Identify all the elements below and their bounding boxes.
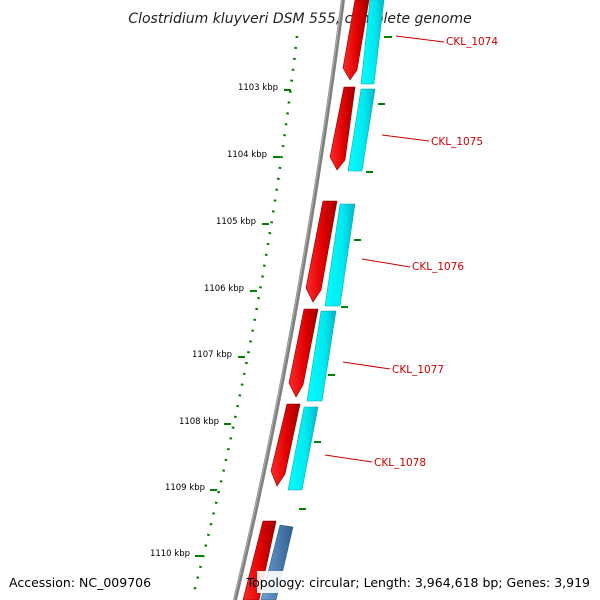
- scale-label-1103: 1103 kbp: [238, 83, 278, 93]
- leader-line-ckl-1076: [361, 258, 411, 268]
- gene-arrow-ckl-1075[interactable]: [329, 86, 356, 171]
- scale-label-1108: 1108 kbp: [179, 417, 219, 427]
- gene-track: [242, 0, 370, 600]
- scale-label-1104: 1104 kbp: [227, 150, 267, 160]
- cds-bar-ckl-1075[interactable]: [347, 88, 376, 172]
- gene-arrow-ckl-1074[interactable]: [342, 0, 370, 81]
- topology-text: Topology: circular; Length: 3,964,618 bp…: [246, 575, 590, 590]
- gene-arrow-ckl-1077[interactable]: [288, 308, 319, 398]
- leader-line-ckl-1078: [324, 454, 373, 463]
- gene-label-ckl-1074[interactable]: CKL_1074: [446, 36, 498, 48]
- scale-dotted-track: [191, 35, 299, 597]
- leader-line-ckl-1075: [381, 134, 430, 142]
- gene-label-ckl-1076[interactable]: CKL_1076: [412, 261, 464, 273]
- gene-arrow-next[interactable]: [242, 520, 277, 600]
- genome-backbone: [233, 0, 345, 600]
- gene-label-ckl-1075[interactable]: CKL_1075: [431, 136, 483, 148]
- cds-bar-ckl-1078[interactable]: [287, 406, 319, 491]
- scale-label-1109: 1109 kbp: [165, 483, 205, 493]
- leader-line-ckl-1077: [342, 361, 391, 370]
- leader-line-ckl-1074: [395, 35, 445, 43]
- genome-backbone-highlight: [233, 0, 343, 600]
- cds-bar-ckl-1074[interactable]: [360, 0, 385, 85]
- accession-text: Accession: NC_009706: [9, 575, 151, 590]
- cds-bar-ckl-1076[interactable]: [324, 203, 356, 307]
- scale-ruler: 1103 kbp 1104 kbp 1105 kbp 1106 kbp 1107…: [150, 35, 299, 597]
- gene-labels: [324, 35, 445, 463]
- gene-label-ckl-1078[interactable]: CKL_1078: [374, 457, 426, 469]
- gene-arrow-ckl-1076[interactable]: [305, 200, 338, 303]
- cds-track: [260, 0, 385, 600]
- scale-label-1106: 1106 kbp: [204, 284, 244, 294]
- feature-dashes: [299, 36, 392, 510]
- gene-arrow-ckl-1078[interactable]: [270, 403, 301, 487]
- gene-label-ckl-1077[interactable]: CKL_1077: [392, 364, 444, 376]
- cds-bar-ckl-1077[interactable]: [306, 310, 337, 402]
- topology-background: [257, 571, 593, 593]
- scale-label-1105: 1105 kbp: [216, 217, 256, 227]
- map-title: Clostridium kluyveri DSM 555, complete g…: [128, 11, 471, 27]
- scale-label-1110: 1110 kbp: [150, 549, 190, 559]
- scale-label-1107: 1107 kbp: [192, 350, 232, 360]
